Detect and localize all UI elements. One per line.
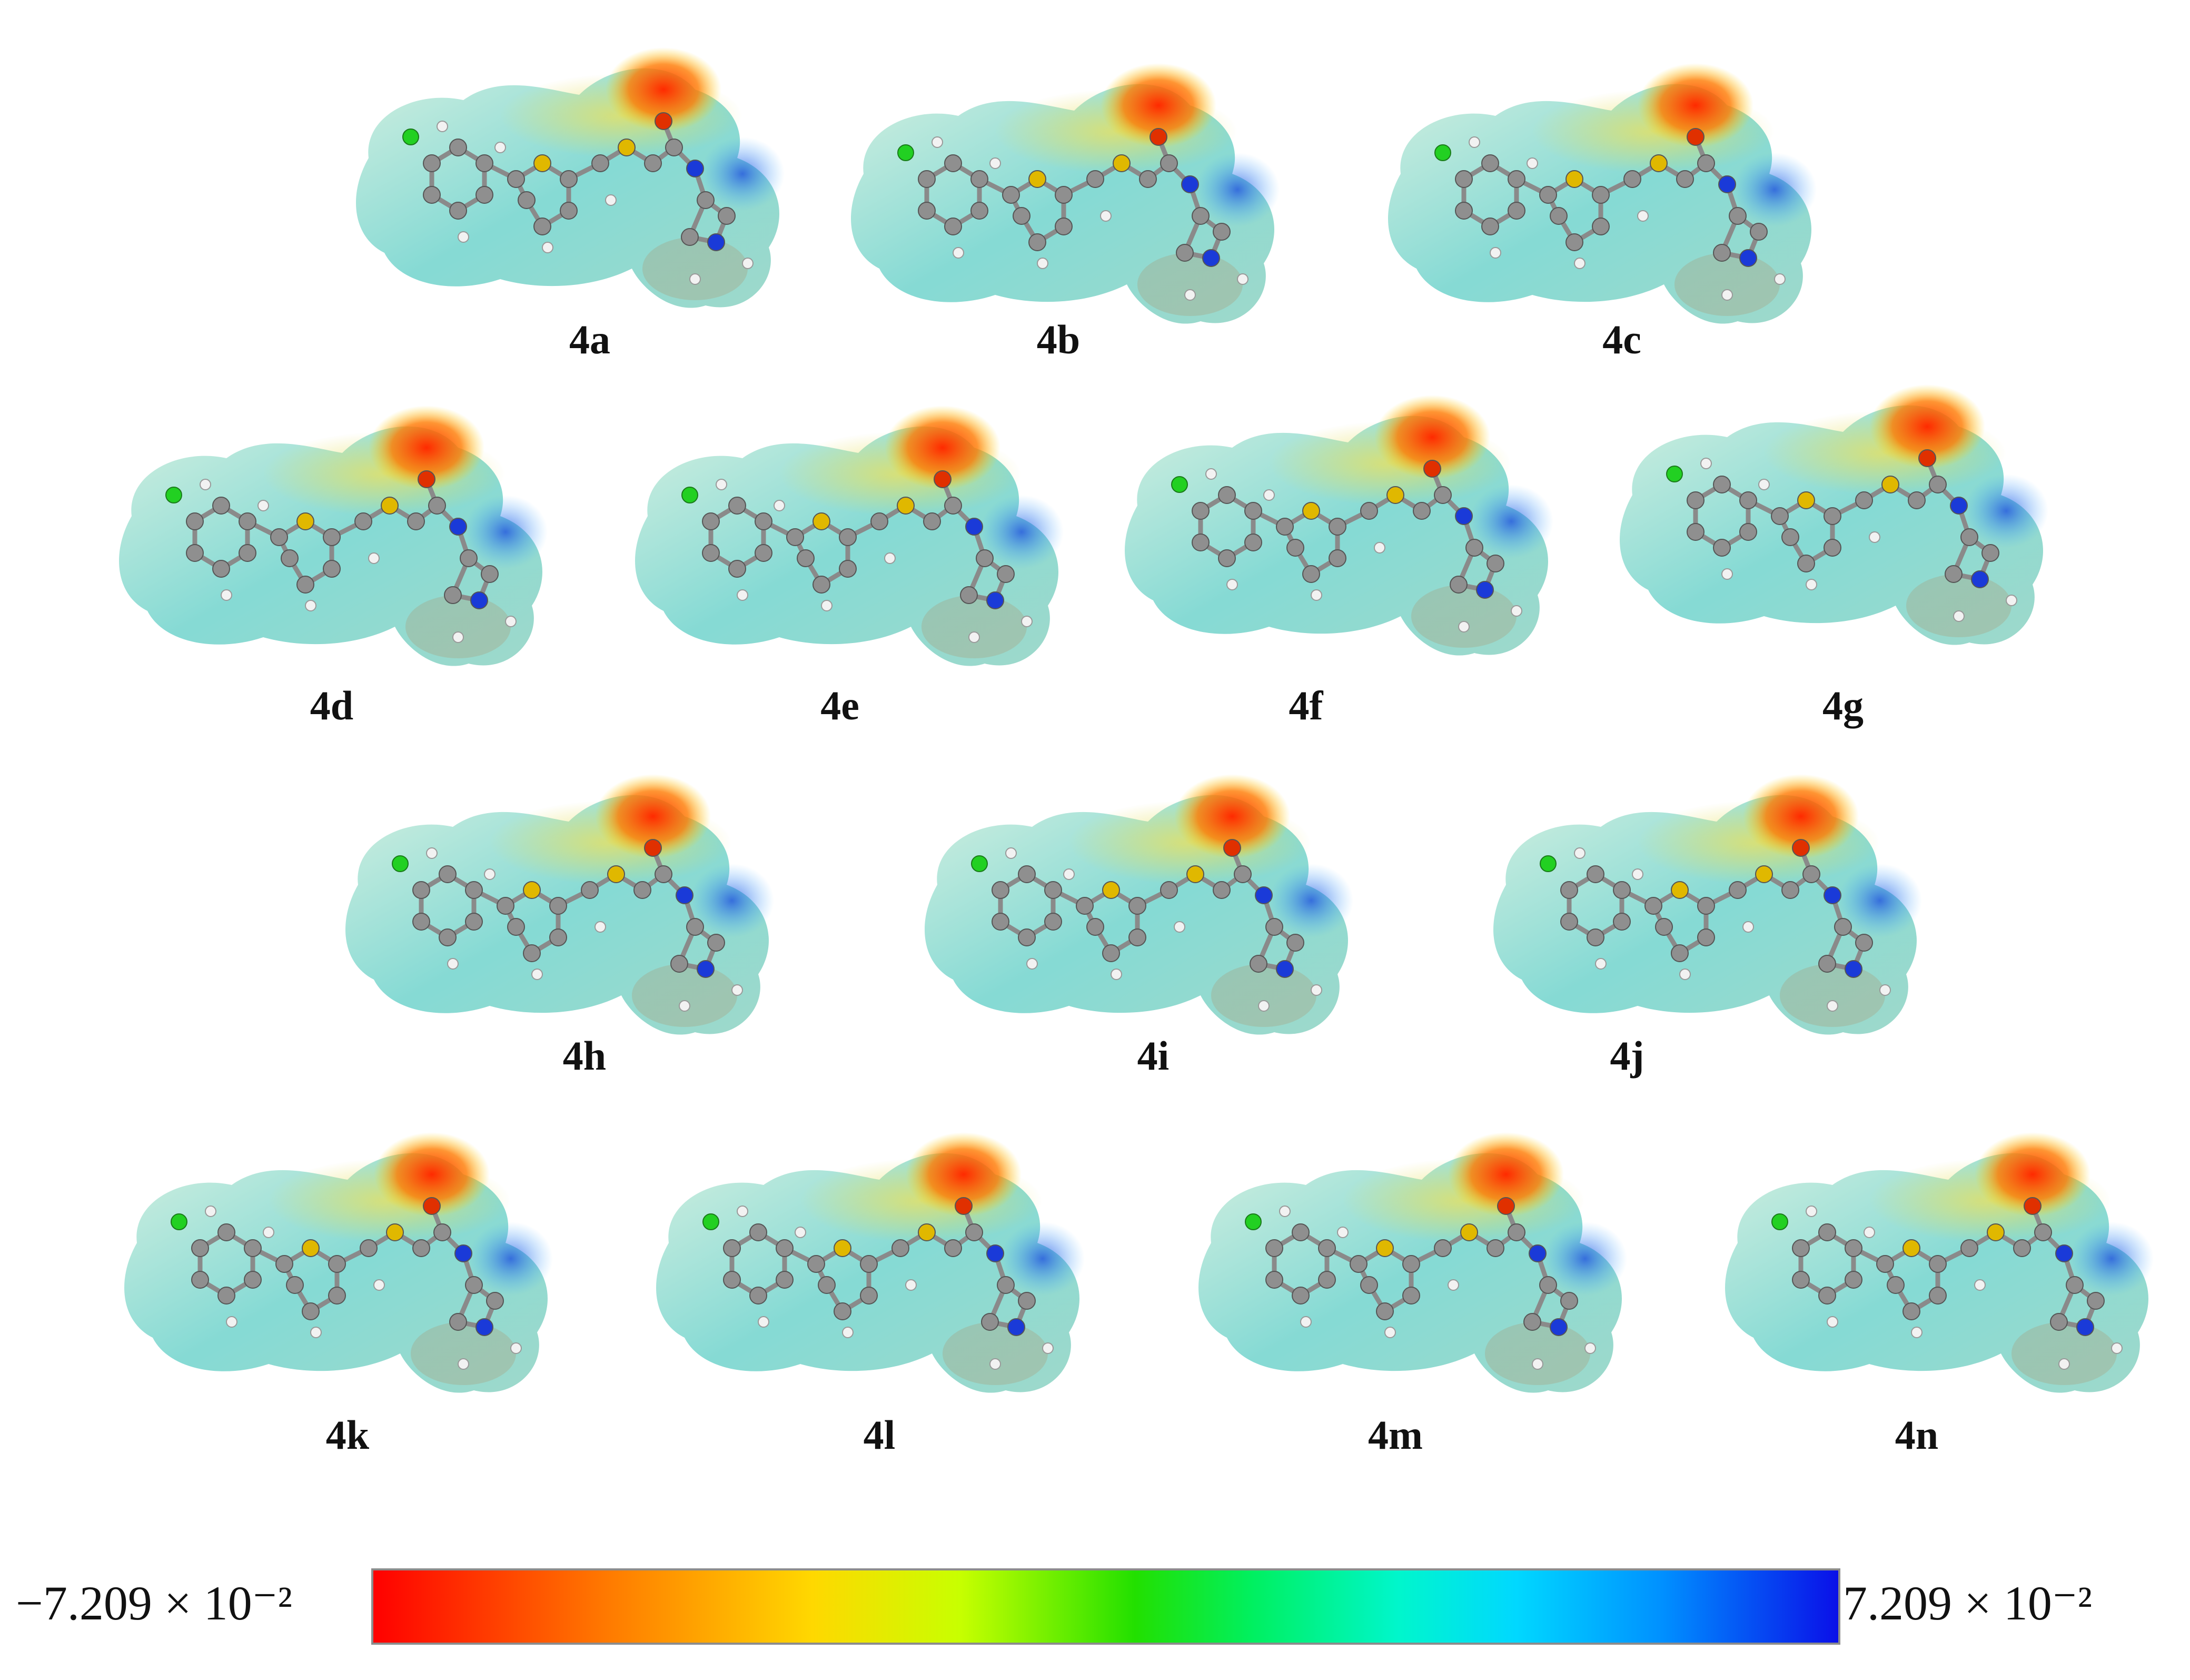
scale-max-label: 7.209 × 10⁻²: [1843, 1576, 2093, 1630]
esp-map-4l: [627, 1127, 1122, 1422]
molecule-label-4k: 4k: [325, 1412, 370, 1458]
esp-map-4e: [606, 400, 1101, 695]
esp-surface-drawing: [1198, 1132, 1627, 1393]
esp-map-4a: [326, 42, 821, 337]
molecule-label-4l: 4l: [863, 1412, 896, 1458]
esp-surface-drawing: [1620, 384, 2048, 645]
molecule-label-4c: 4c: [1602, 317, 1641, 362]
esp-map-4h: [316, 769, 811, 1064]
molecule-label-4d: 4d: [310, 683, 354, 728]
esp-surface-drawing: [1125, 395, 1553, 656]
molecule-label-4f: 4f: [1289, 683, 1323, 728]
molecule-label-4e: 4e: [820, 683, 859, 728]
esp-map-4m: [1169, 1127, 1664, 1422]
esp-surface-drawing: [1725, 1132, 2154, 1393]
esp-surface-drawing: [851, 63, 1280, 324]
esp-map-4c: [1359, 58, 1854, 353]
molecule-label-4m: 4m: [1368, 1412, 1423, 1458]
esp-surface-drawing: [345, 774, 774, 1035]
esp-surface-drawing: [635, 406, 1064, 666]
esp-surface-drawing: [119, 406, 548, 666]
esp-color-scale-bar: [371, 1568, 1840, 1645]
esp-map-4i: [895, 769, 1390, 1064]
molecule-label-4b: 4b: [1036, 317, 1081, 362]
molecule-label-4h: 4h: [562, 1033, 607, 1079]
molecule-label-4n: 4n: [1895, 1412, 1939, 1458]
esp-map-4f: [1095, 390, 1590, 685]
esp-map-4b: [821, 58, 1316, 353]
esp-map-4n: [1696, 1127, 2190, 1422]
molecule-label-4j: 4j: [1610, 1033, 1644, 1079]
esp-surface-drawing: [1388, 63, 1817, 324]
esp-map-4j: [1464, 769, 1959, 1064]
esp-surface-drawing: [356, 47, 785, 308]
molecule-label-4g: 4g: [1822, 683, 1864, 728]
esp-surface-drawing: [124, 1132, 553, 1393]
molecule-label-4a: 4a: [569, 317, 610, 362]
esp-map-4g: [1590, 379, 2085, 674]
esp-surface-drawing: [1493, 774, 1922, 1035]
esp-map-4k: [95, 1127, 590, 1422]
molecule-label-4i: 4i: [1137, 1033, 1170, 1079]
esp-map-4d: [90, 400, 584, 695]
esp-surface-drawing: [656, 1132, 1085, 1393]
esp-surface-drawing: [925, 774, 1353, 1035]
scale-min-label: −7.209 × 10⁻²: [16, 1576, 292, 1630]
